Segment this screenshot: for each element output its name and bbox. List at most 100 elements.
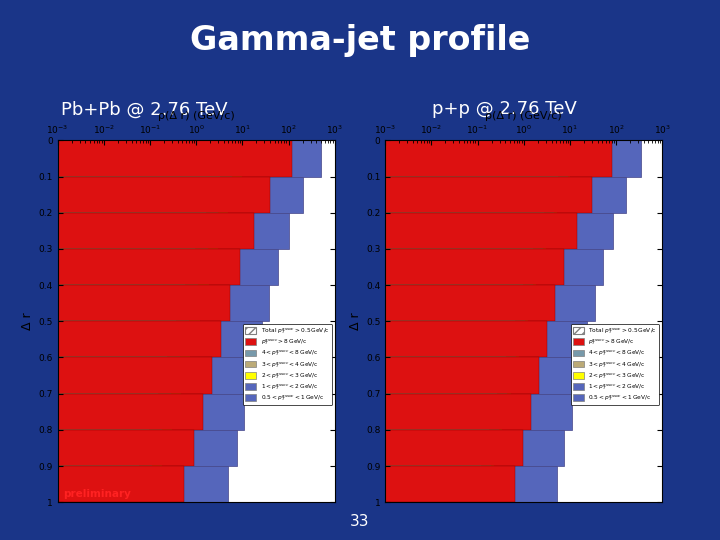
Bar <box>58 213 289 249</box>
Y-axis label: Δ r: Δ r <box>21 313 34 330</box>
Bar <box>58 249 279 285</box>
Bar <box>58 394 181 430</box>
Bar <box>58 430 149 466</box>
Bar <box>58 321 176 357</box>
Bar <box>385 177 558 213</box>
Bar <box>58 140 292 177</box>
Bar <box>385 177 626 213</box>
Bar <box>58 394 171 430</box>
Bar <box>58 430 162 466</box>
Bar <box>385 466 490 502</box>
Bar <box>385 357 580 394</box>
Bar <box>58 321 221 357</box>
Bar <box>385 249 546 285</box>
Bar <box>58 357 180 394</box>
Bar <box>385 466 515 502</box>
Bar <box>385 285 555 321</box>
Bar <box>385 394 572 430</box>
Bar <box>385 357 519 394</box>
Bar <box>385 430 523 466</box>
X-axis label: ρ(Δ r) (GeV/c): ρ(Δ r) (GeV/c) <box>158 111 235 121</box>
X-axis label: ρ(Δ r) (GeV/c): ρ(Δ r) (GeV/c) <box>485 111 562 121</box>
Bar <box>58 321 189 357</box>
Bar <box>58 285 230 321</box>
Bar <box>385 177 568 213</box>
Bar <box>385 249 543 285</box>
Bar <box>385 321 515 357</box>
Bar <box>385 321 587 357</box>
Bar <box>58 213 228 249</box>
Bar <box>385 213 554 249</box>
Bar <box>58 466 139 502</box>
Bar <box>385 321 547 357</box>
Bar <box>58 249 240 285</box>
Bar <box>58 249 208 285</box>
Bar <box>58 430 237 466</box>
Bar <box>385 321 525 357</box>
Bar <box>385 394 498 430</box>
Legend: Total $p_T^{assoc}>0.5\,\mathrm{GeV/c}$, $p_T^{assoc}>8\,\mathrm{GeV/c}$, $4<p_T: Total $p_T^{assoc}>0.5\,\mathrm{GeV/c}$,… <box>243 324 332 406</box>
Bar <box>58 321 199 357</box>
Bar <box>385 357 506 394</box>
Bar <box>385 213 577 249</box>
Bar <box>58 466 152 502</box>
Bar <box>58 466 184 502</box>
Text: Pb+Pb @ 2.76 TeV: Pb+Pb @ 2.76 TeV <box>60 100 228 118</box>
Bar <box>385 285 523 321</box>
Bar <box>58 466 163 502</box>
Bar <box>385 213 544 249</box>
Bar <box>385 249 564 285</box>
Bar <box>58 177 232 213</box>
Bar <box>58 357 191 394</box>
Bar <box>385 394 531 430</box>
Bar <box>385 430 499 466</box>
Bar <box>58 140 261 177</box>
Bar <box>385 285 536 321</box>
Bar <box>58 285 185 321</box>
Bar <box>58 394 203 430</box>
Bar <box>58 177 243 213</box>
Bar <box>385 321 528 357</box>
Bar <box>58 285 269 321</box>
Bar <box>58 177 302 213</box>
Bar <box>385 430 489 466</box>
Bar <box>58 430 172 466</box>
Bar <box>58 394 158 430</box>
Bar <box>58 213 206 249</box>
Legend: Total $p_T^{assoc}>0.5\,\mathrm{GeV/c}$, $p_T^{assoc}>8\,\mathrm{GeV/c}$, $4<p_T: Total $p_T^{assoc}>0.5\,\mathrm{GeV/c}$,… <box>571 324 660 406</box>
Bar <box>385 140 574 177</box>
Bar <box>58 177 270 213</box>
Bar <box>58 394 244 430</box>
Bar <box>58 285 209 321</box>
Text: Gamma-jet profile: Gamma-jet profile <box>190 24 530 57</box>
Bar <box>385 394 510 430</box>
Bar <box>385 430 503 466</box>
Bar <box>58 285 198 321</box>
Bar <box>58 140 321 177</box>
Bar <box>385 430 564 466</box>
Bar <box>385 140 612 177</box>
Text: preliminary: preliminary <box>63 489 131 498</box>
Bar <box>58 140 238 177</box>
Bar <box>58 357 167 394</box>
Bar <box>58 213 254 249</box>
Bar <box>385 466 480 502</box>
Bar <box>385 140 584 177</box>
Bar <box>58 466 228 502</box>
Bar <box>385 213 557 249</box>
Bar <box>58 357 212 394</box>
Bar <box>58 430 194 466</box>
Bar <box>385 466 557 502</box>
Bar <box>58 357 253 394</box>
Bar <box>385 466 494 502</box>
Bar <box>385 177 592 213</box>
Bar <box>58 321 261 357</box>
Bar <box>385 140 586 177</box>
Bar <box>385 357 539 394</box>
Bar <box>385 285 534 321</box>
Bar <box>385 177 570 213</box>
Bar <box>58 249 218 285</box>
Bar <box>385 213 613 249</box>
Bar <box>58 177 220 213</box>
Text: p+p @ 2.76 TeV: p+p @ 2.76 TeV <box>431 100 577 118</box>
